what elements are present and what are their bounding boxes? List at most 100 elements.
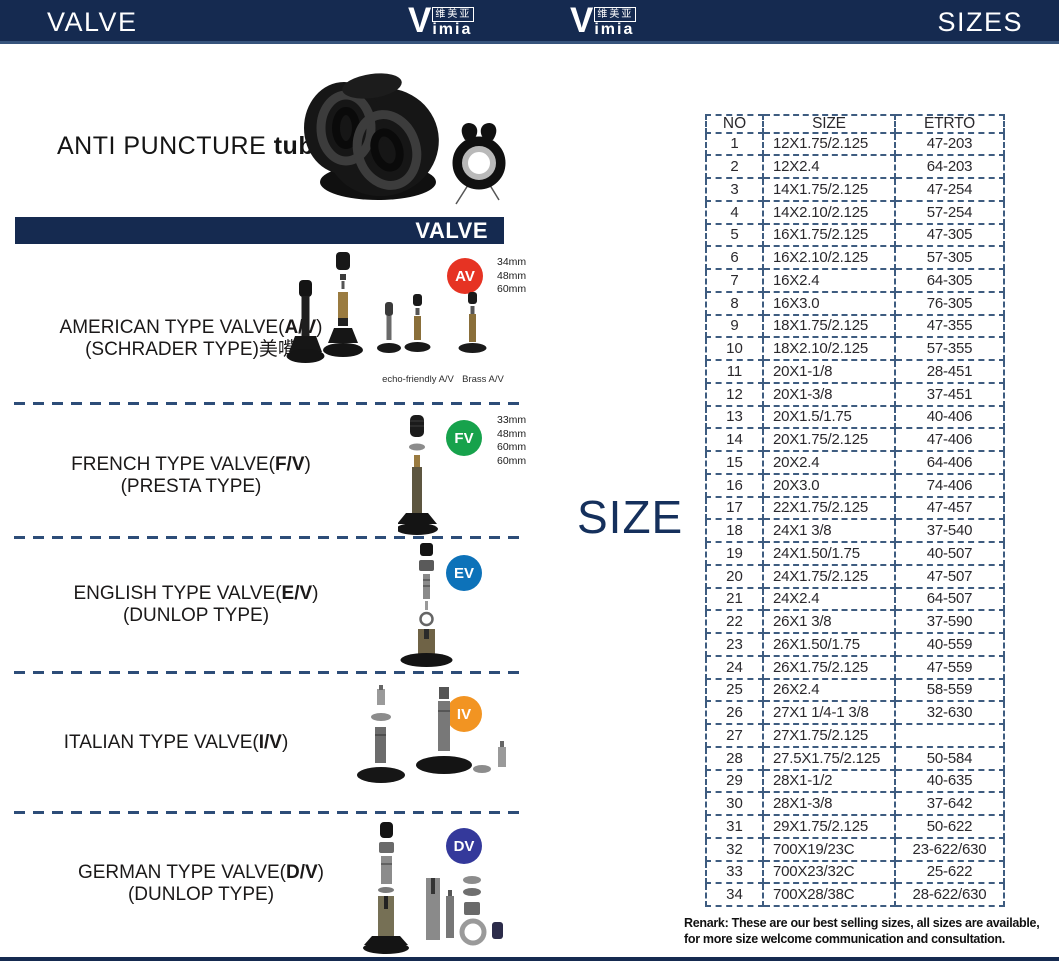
header-title-sizes: SIZES — [937, 7, 1023, 37]
label-subtitle: (SCHRADER TYPE)美嘴 — [85, 339, 297, 360]
brass-caption: Brass A/V — [462, 374, 504, 385]
cell-size: 20X1-1/8 — [762, 359, 896, 384]
label-text: ) — [312, 583, 319, 604]
table-row: 33 700X23/32C 25-622 — [705, 859, 1005, 885]
table-row: 31 29X1.75/2.125 50-622 — [705, 814, 1005, 839]
table-row: 21 24X2.4 64-507 — [705, 586, 1005, 612]
table-row: 10 18X2.10/2.125 57-355 — [705, 336, 1005, 361]
cell-size: 700X28/38C — [762, 882, 896, 907]
table-row: 34 700X28/38C 28-622/630 — [705, 882, 1005, 907]
table-row: 13 20X1.5/1.75 40-406 — [705, 404, 1005, 430]
logo-imia-label: imia — [594, 21, 635, 38]
cell-no: 3 — [705, 177, 764, 202]
cell-etrto: 47-559 — [894, 654, 1005, 680]
cell-no: 18 — [705, 518, 764, 543]
logo-text-block: 维美亚 imia — [432, 4, 475, 38]
cell-no: 6 — [705, 245, 764, 270]
cell-etrto: 37-540 — [894, 518, 1005, 543]
cell-no: 21 — [705, 586, 764, 612]
cell-etrto: 28-622/630 — [894, 882, 1005, 907]
label-subtitle: (DUNLOP TYPE) — [122, 605, 270, 626]
anti-puncture-title: ANTI PUNCTURE tube — [57, 132, 329, 161]
anti-puncture-title-light: ANTI PUNCTURE — [57, 132, 274, 160]
label-text: FRENCH TYPE VALVE( — [71, 454, 275, 475]
fv-length-options: 33mm 48mm 60mm 60mm — [497, 414, 527, 467]
table-row: 26 27X1 1/4-1 3/8 32-630 — [705, 700, 1005, 725]
cell-etrto: 64-406 — [894, 450, 1005, 475]
italian-valve-label: ITALIAN TYPE VALVE(I/V) — [30, 732, 322, 754]
cell-no: 27 — [705, 723, 764, 748]
cell-etrto: 40-507 — [894, 541, 1005, 566]
size-section-title: SIZE — [577, 491, 684, 543]
cell-etrto: 64-305 — [894, 268, 1005, 293]
cell-size: 20X1.75/2.125 — [762, 427, 896, 452]
cell-size: 24X1.50/1.75 — [762, 541, 896, 566]
cell-etrto: 28-451 — [894, 359, 1005, 384]
cell-size: 28X1-3/8 — [762, 791, 896, 816]
table-row: 2 12X2.4 64-203 — [705, 154, 1005, 179]
cell-etrto: 47-203 — [894, 131, 1005, 157]
cell-no: 33 — [705, 859, 764, 885]
cell-etrto: 64-507 — [894, 586, 1005, 612]
label-bold: I/V — [258, 732, 282, 753]
cell-no: 7 — [705, 268, 764, 293]
cell-no: 2 — [705, 154, 764, 179]
vimia-logo: V 维美亚 imia — [570, 1, 637, 40]
american-valve-illustration — [286, 252, 487, 363]
cell-no: 30 — [705, 791, 764, 816]
column-header-no: NO — [705, 114, 764, 134]
cell-etrto: 23-622/630 — [894, 836, 1005, 862]
label-bold: D/V — [285, 862, 318, 883]
footer-divider-line — [0, 957, 1059, 961]
label-text: ENGLISH TYPE VALVE( — [73, 583, 282, 604]
cell-size: 29X1.75/2.125 — [762, 814, 896, 839]
top-header-bar: VALVE V 维美亚 imia V 维美亚 imia SIZES — [0, 0, 1059, 44]
label-text: ) — [304, 454, 311, 475]
table-row: 5 16X1.75/2.125 47-305 — [705, 222, 1005, 248]
cell-etrto: 47-406 — [894, 427, 1005, 452]
cell-size: 16X2.10/2.125 — [762, 245, 896, 270]
cell-size: 27X1 1/4-1 3/8 — [762, 700, 896, 725]
label-bold: F/V — [274, 454, 305, 475]
table-row: 23 26X1.50/1.75 40-559 — [705, 632, 1005, 657]
italian-valve-illustration — [357, 685, 506, 783]
table-row: 11 20X1-1/8 28-451 — [705, 359, 1005, 384]
cell-size: 20X1-3/8 — [762, 381, 896, 407]
label-text: ) — [281, 732, 289, 753]
table-row: 4 14X2.10/2.125 57-254 — [705, 199, 1005, 225]
logo-text-block: 维美亚 imia — [594, 4, 637, 38]
cell-etrto: 40-635 — [894, 768, 1005, 794]
cell-size: 700X23/32C — [762, 859, 896, 885]
cell-size: 27.5X1.75/2.125 — [762, 745, 896, 771]
ev-badge: EV — [446, 555, 482, 591]
cell-etrto: 64-203 — [894, 154, 1005, 179]
cell-etrto: 37-642 — [894, 791, 1005, 816]
cell-no: 20 — [705, 563, 764, 589]
english-valve-label: ENGLISH TYPE VALVE(E/V) (DUNLOP TYPE) — [40, 583, 352, 627]
cell-etrto: 74-406 — [894, 472, 1005, 498]
logo-imia-label: imia — [432, 21, 473, 38]
cell-no: 32 — [705, 836, 764, 862]
table-row: 24 26X1.75/2.125 47-559 — [705, 654, 1005, 680]
cell-size: 26X2.4 — [762, 677, 896, 703]
sizes-table: NO SIZE ETRTO 1 12X1.75/2.125 47-203 2 12X2.… — [705, 114, 1005, 907]
vimia-logo: V 维美亚 imia — [408, 3, 475, 38]
english-valve-illustration — [400, 543, 453, 667]
cell-etrto — [894, 723, 1005, 748]
cell-size: 12X2.4 — [762, 154, 896, 179]
cell-no: 28 — [705, 745, 764, 771]
logo-v-glyph: V — [570, 1, 594, 40]
table-row: 9 18X1.75/2.125 47-355 — [705, 313, 1005, 339]
cell-etrto: 47-355 — [894, 313, 1005, 339]
cell-etrto: 47-507 — [894, 563, 1005, 589]
cell-no: 13 — [705, 404, 764, 430]
cell-etrto: 40-559 — [894, 632, 1005, 657]
cell-size: 20X3.0 — [762, 472, 896, 498]
cell-size: 27X1.75/2.125 — [762, 723, 896, 748]
label-text: ) — [316, 317, 323, 338]
cell-no: 12 — [705, 381, 764, 407]
inner-tube-photo — [304, 73, 439, 200]
cell-no: 16 — [705, 472, 764, 498]
cell-etrto: 25-622 — [894, 859, 1005, 885]
cell-size: 18X2.10/2.125 — [762, 336, 896, 361]
